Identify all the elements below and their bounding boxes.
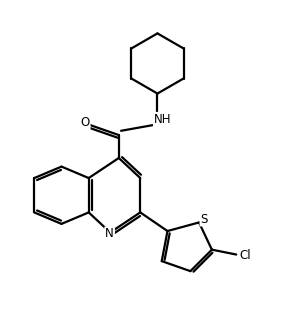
Text: N: N — [105, 228, 114, 240]
Text: O: O — [80, 116, 90, 129]
Text: Cl: Cl — [240, 249, 251, 262]
Text: S: S — [201, 213, 208, 226]
Text: NH: NH — [154, 113, 171, 126]
